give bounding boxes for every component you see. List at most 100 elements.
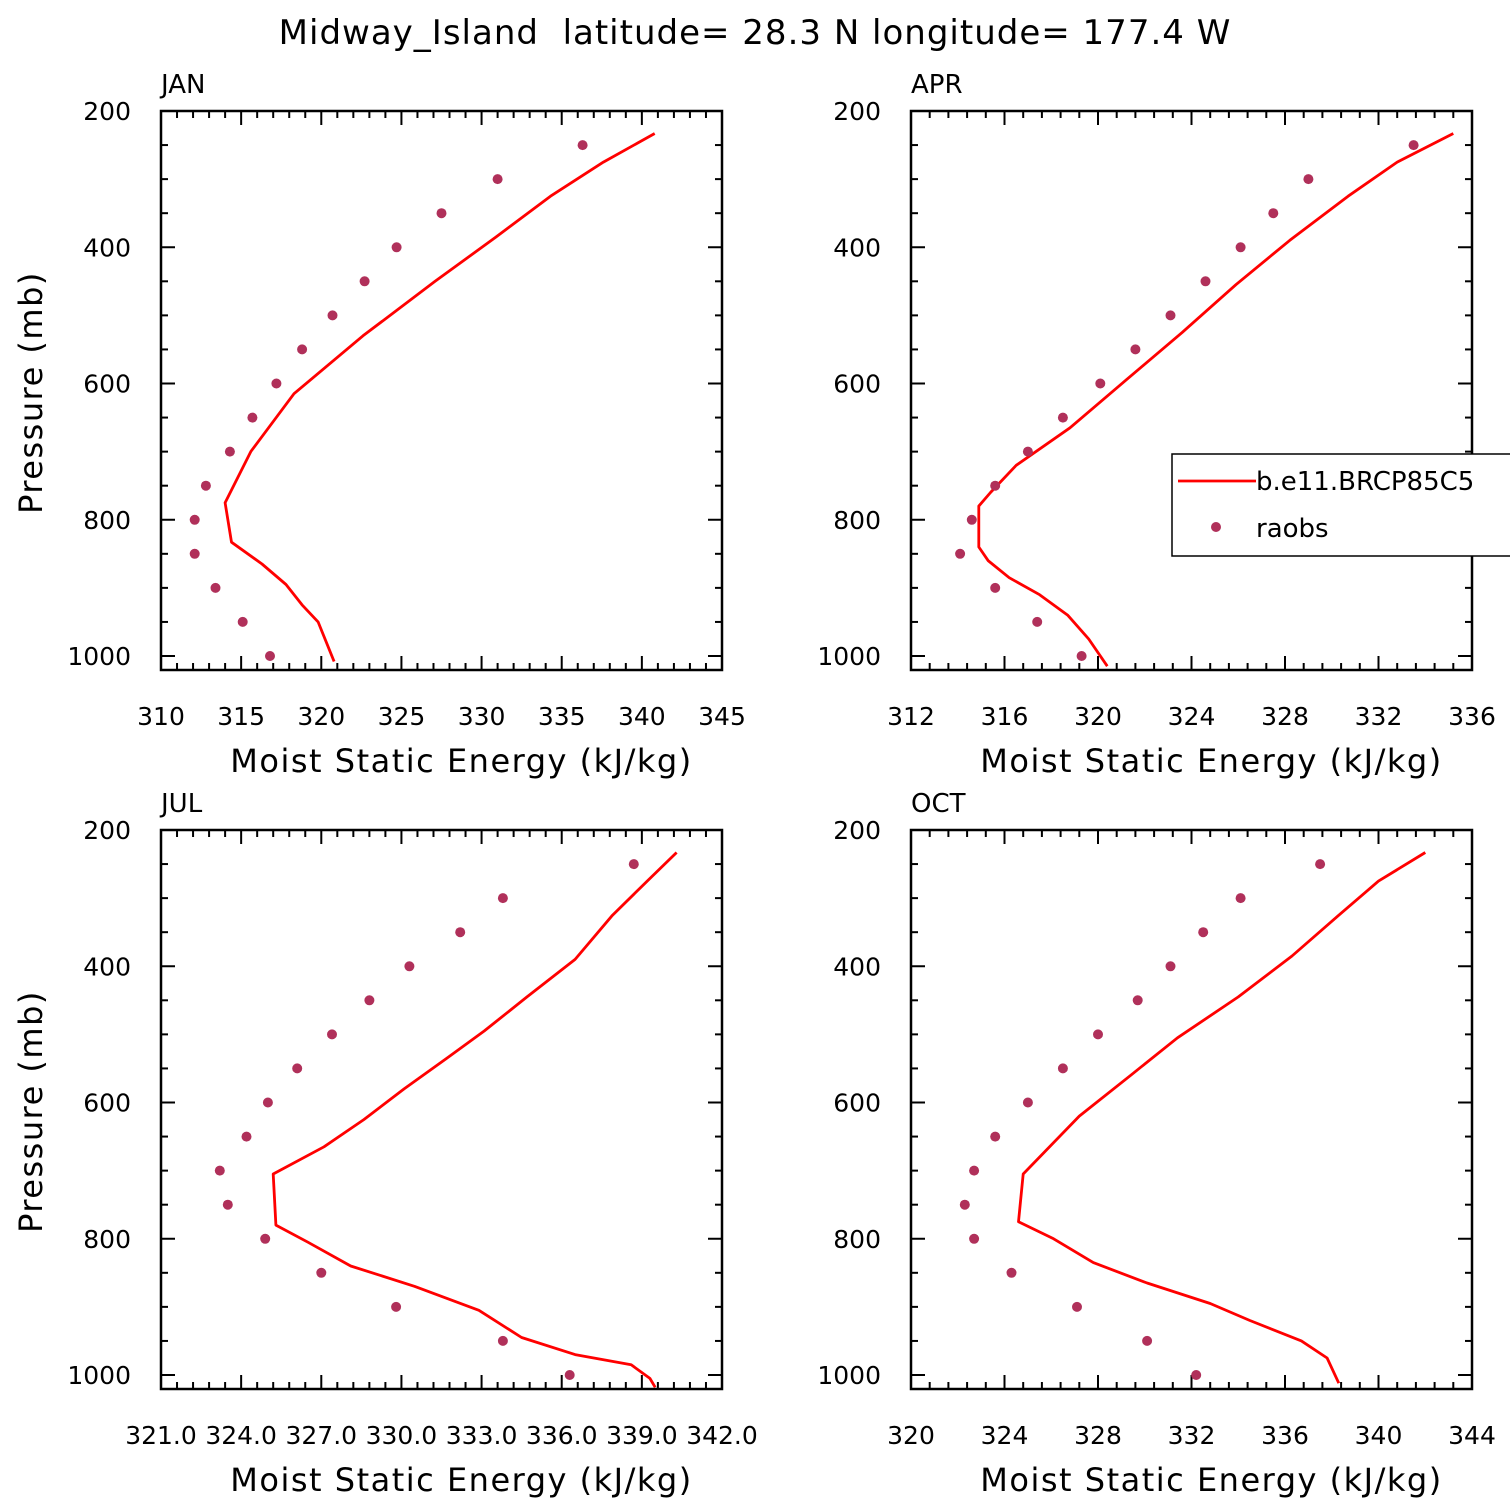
x-tick-label: 335 bbox=[538, 702, 586, 731]
raobs-point bbox=[1093, 1029, 1103, 1040]
plot-frame bbox=[159, 828, 724, 1391]
raobs-point bbox=[391, 242, 402, 253]
raobs-point bbox=[628, 859, 639, 870]
panel-jul: JUL 200 400 600 800 1000 321.0 324.0 327.0 330.0 3… bbox=[12, 789, 758, 1499]
raobs-point bbox=[327, 310, 338, 321]
raobs-point bbox=[564, 1370, 575, 1380]
x-tick-label: 332 bbox=[1355, 702, 1403, 731]
y-tick-label: 1000 bbox=[817, 1361, 881, 1390]
plot-frame bbox=[909, 828, 1474, 1391]
raobs-point bbox=[327, 1029, 337, 1040]
x-tick-label: 310 bbox=[137, 702, 185, 731]
legend-model-label: b.e11.BRCP85C5 bbox=[1256, 467, 1474, 497]
raobs-point bbox=[404, 961, 415, 972]
raobs-point bbox=[359, 276, 370, 287]
raobs-point bbox=[260, 1233, 271, 1244]
raobs-point bbox=[237, 616, 248, 627]
raobs-point bbox=[1408, 140, 1419, 151]
raobs-point bbox=[297, 344, 308, 355]
raobs-point bbox=[1165, 310, 1176, 321]
raobs-point bbox=[436, 208, 447, 219]
panel-oct: OCT 200 400 600 800 1000 320 324 328 332 336 340 344… bbox=[817, 789, 1495, 1499]
raobs-point bbox=[1198, 927, 1209, 938]
raobs-point bbox=[1072, 1301, 1082, 1312]
x-tick-label: 320 bbox=[1074, 702, 1122, 731]
y-tick-label: 200 bbox=[83, 816, 131, 845]
y-tick-label: 200 bbox=[833, 97, 881, 126]
raobs-point bbox=[1057, 1063, 1068, 1074]
raobs-point bbox=[241, 1131, 252, 1142]
raobs-point bbox=[1022, 1097, 1033, 1108]
raobs-point bbox=[1095, 378, 1106, 389]
model-profile-line bbox=[977, 132, 1454, 667]
raobs-point bbox=[1268, 208, 1279, 219]
y-tick-label: 400 bbox=[83, 233, 131, 262]
y-tick-label: 600 bbox=[833, 370, 881, 399]
panel-title: APR bbox=[911, 70, 963, 100]
y-tick-label: 400 bbox=[833, 952, 881, 981]
raobs-point bbox=[1235, 242, 1246, 253]
x-tick-label: 336 bbox=[1261, 1421, 1309, 1450]
y-tick-label: 200 bbox=[83, 97, 131, 126]
raobs-point bbox=[955, 548, 966, 559]
x-tick-label: 320 bbox=[297, 702, 345, 731]
x-tick-label: 324.0 bbox=[205, 1421, 277, 1450]
y-tick-label: 1000 bbox=[817, 642, 881, 671]
raobs-point bbox=[262, 1097, 273, 1108]
y-tick-label: 400 bbox=[833, 233, 881, 262]
panel-title: JAN bbox=[159, 70, 205, 100]
raobs-point bbox=[265, 651, 275, 661]
raobs-point bbox=[1303, 174, 1314, 185]
x-tick-label: 321.0 bbox=[125, 1421, 197, 1450]
y-tick-label: 600 bbox=[833, 1089, 881, 1118]
x-tick-label: 345 bbox=[698, 702, 746, 731]
raobs-point bbox=[492, 174, 503, 185]
raobs-point bbox=[959, 1199, 970, 1210]
figure-title: Midway_Island latitude= 28.3 N longitude… bbox=[279, 13, 1232, 53]
x-tick-label: 328 bbox=[1074, 1421, 1122, 1450]
x-axis-label: Moist Static Energy (kJ/kg) bbox=[980, 1461, 1442, 1499]
panel-apr: APR 200 400 600 800 1000 312 316 320 324 328 332 336… bbox=[817, 70, 1495, 780]
x-tick-label: 340 bbox=[1355, 1421, 1403, 1450]
legend-obs-label: raobs bbox=[1256, 514, 1329, 544]
raobs-point bbox=[1315, 859, 1326, 870]
x-tick-label: 324 bbox=[981, 1421, 1029, 1450]
raobs-point bbox=[1006, 1267, 1017, 1278]
x-tick-label: 344 bbox=[1448, 1421, 1496, 1450]
model-profile-line bbox=[271, 851, 678, 1389]
legend: b.e11.BRCP85C5 raobs bbox=[1171, 453, 1510, 557]
raobs-point bbox=[577, 140, 588, 151]
raobs-point bbox=[990, 1131, 1001, 1142]
raobs-point bbox=[1235, 893, 1246, 904]
raobs-point bbox=[1022, 446, 1033, 457]
raobs-point bbox=[1132, 995, 1143, 1006]
x-tick-label: 336.0 bbox=[526, 1421, 598, 1450]
legend-obs-marker bbox=[1211, 522, 1221, 532]
raobs-point bbox=[966, 514, 977, 525]
plot-frame bbox=[159, 109, 724, 672]
x-axis-label: Moist Static Energy (kJ/kg) bbox=[980, 742, 1442, 780]
raobs-point bbox=[1032, 616, 1043, 627]
raobs-point bbox=[189, 548, 200, 559]
raobs-point bbox=[455, 927, 466, 938]
x-tick-label: 333.0 bbox=[446, 1421, 518, 1450]
x-tick-label: 330 bbox=[458, 702, 506, 731]
y-tick-label: 800 bbox=[833, 506, 881, 535]
raobs-point bbox=[364, 995, 375, 1006]
raobs-point bbox=[247, 412, 258, 423]
x-tick-label: 328 bbox=[1261, 702, 1309, 731]
raobs-point bbox=[497, 893, 508, 904]
raobs-point bbox=[316, 1267, 327, 1278]
y-tick-label: 400 bbox=[83, 952, 131, 981]
raobs-point bbox=[210, 582, 221, 593]
y-tick-label: 600 bbox=[83, 370, 131, 399]
y-axis-label: Pressure (mb) bbox=[12, 271, 50, 514]
raobs-point bbox=[222, 1199, 233, 1210]
y-tick-label: 800 bbox=[83, 1225, 131, 1254]
model-profile-line bbox=[1017, 851, 1427, 1384]
panel-title: JUL bbox=[159, 789, 203, 819]
raobs-point bbox=[224, 446, 235, 457]
raobs-point bbox=[214, 1165, 225, 1176]
y-tick-label: 200 bbox=[833, 816, 881, 845]
panel-title: OCT bbox=[911, 789, 966, 819]
